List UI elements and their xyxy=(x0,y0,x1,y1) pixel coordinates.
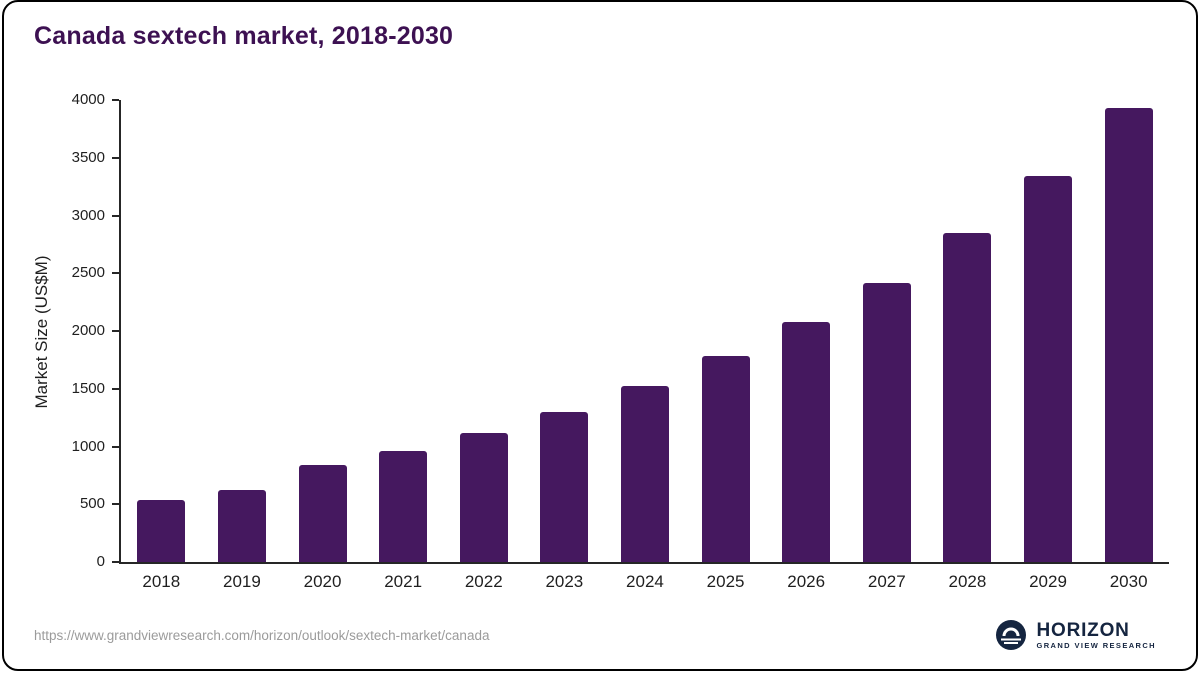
bar-2024 xyxy=(620,386,669,562)
x-tick-label: 2019 xyxy=(223,572,261,591)
logo-title: HORIZON xyxy=(1036,619,1130,641)
y-tick-label: 2500 xyxy=(71,264,105,282)
y-tick-mark xyxy=(112,272,119,275)
y-tick-mark xyxy=(112,330,119,332)
y-tick-label: 1500 xyxy=(71,379,105,397)
y-tick-mark xyxy=(112,214,119,217)
y-tick-mark xyxy=(112,156,119,159)
x-tick-label: 2022 xyxy=(464,572,503,591)
bar-column: 2027 xyxy=(846,100,927,591)
x-tick-label: 2024 xyxy=(626,572,664,591)
bar-column: 2022 xyxy=(443,100,524,591)
x-tick-label: 2028 xyxy=(948,572,987,591)
bar-2028 xyxy=(943,232,992,562)
bar-column: 2024 xyxy=(605,100,686,591)
bar-2027 xyxy=(862,282,911,562)
bar-2021 xyxy=(379,451,428,562)
bar-2029 xyxy=(1024,176,1072,562)
y-tick-label: 500 xyxy=(79,495,105,513)
x-tick-label: 2020 xyxy=(303,572,342,591)
y-tick-label: 3500 xyxy=(71,148,105,166)
source-url: https://www.grandviewresearch.com/horizo… xyxy=(34,628,490,643)
bar-2025 xyxy=(701,356,750,562)
y-tick-mark xyxy=(112,99,119,101)
bar-column: 2026 xyxy=(766,100,847,591)
y-tick-mark xyxy=(112,561,119,563)
y-tick-mark xyxy=(112,387,119,390)
bar-2018 xyxy=(137,499,186,562)
bar-column: 2023 xyxy=(524,100,605,591)
y-tick-label: 3000 xyxy=(71,206,105,224)
x-tick-label: 2025 xyxy=(706,572,745,591)
chart-title: Canada sextech market, 2018-2030 xyxy=(34,22,454,50)
x-tick-label: 2027 xyxy=(867,572,906,591)
bar-column: 2018 xyxy=(121,100,202,591)
y-tick-mark xyxy=(112,503,119,506)
y-tick-mark xyxy=(112,445,119,448)
bar-2023 xyxy=(540,411,589,562)
bar-column: 2028 xyxy=(927,100,1008,591)
x-tick-label: 2021 xyxy=(384,572,423,591)
bar-2030 xyxy=(1104,108,1153,562)
y-axis-title: Market Size (US$M) xyxy=(32,255,51,409)
y-tick-label: 1000 xyxy=(71,437,105,455)
x-tick-label: 2018 xyxy=(142,572,181,591)
x-tick-label: 2026 xyxy=(787,572,826,591)
bar-column: 2020 xyxy=(282,100,363,591)
plot-area: 0 500 1000 1500 2000 2500 3000 3500 4000 2018 201… xyxy=(72,91,1169,591)
x-tick-label: 2029 xyxy=(1029,572,1067,591)
x-tick-label: 2023 xyxy=(545,572,584,591)
y-tick-label: 2000 xyxy=(71,322,105,339)
bar-column: 2025 xyxy=(685,100,766,591)
logo-subtitle: GRAND VIEW RESEARCH xyxy=(1036,640,1156,650)
horizon-logo: HORIZON GRAND VIEW RESEARCH xyxy=(995,619,1156,651)
bar-column: 2019 xyxy=(202,100,283,591)
x-tick-label: 2030 xyxy=(1109,572,1148,591)
logo-text: HORIZON GRAND VIEW RESEARCH xyxy=(1036,619,1156,650)
bar-column: 2030 xyxy=(1088,100,1169,591)
bar-column: 2029 xyxy=(1008,100,1089,591)
bar-2019 xyxy=(217,490,266,562)
horizon-logo-icon xyxy=(996,620,1027,650)
bar-2026 xyxy=(782,321,831,562)
bar-column: 2021 xyxy=(363,100,444,591)
y-tick-label: 0 xyxy=(96,553,105,570)
y-tick-label: 4000 xyxy=(71,91,105,108)
bar-2020 xyxy=(298,464,347,562)
bar-2022 xyxy=(459,432,508,562)
